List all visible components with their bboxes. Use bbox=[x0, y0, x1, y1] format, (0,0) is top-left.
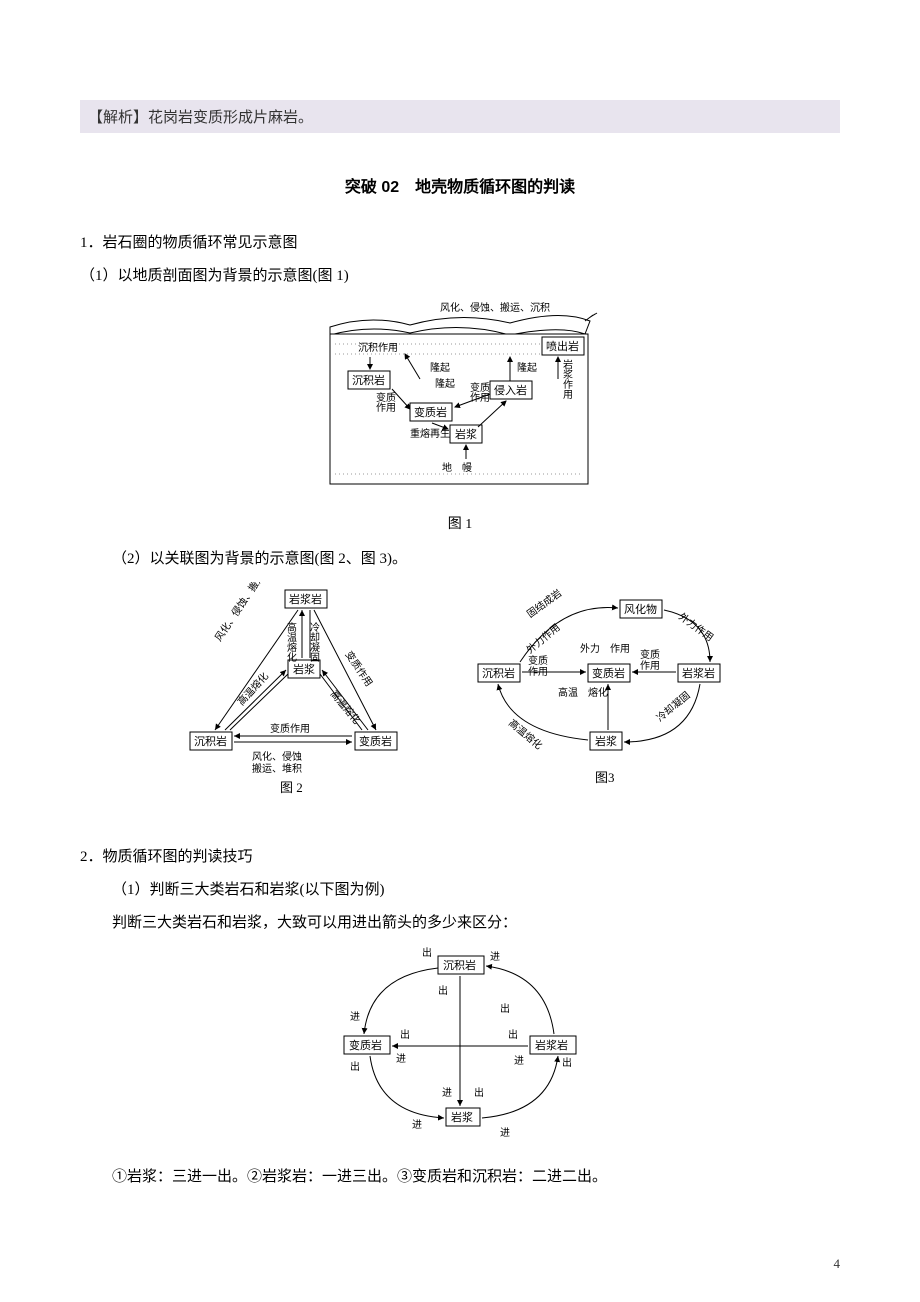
fig2-bzy: 变质岩 bbox=[359, 734, 392, 748]
fig3-caption: 图3 bbox=[595, 770, 615, 785]
fig1-lq2: 隆起 bbox=[435, 377, 455, 390]
fig4-out-8: 出 bbox=[474, 1086, 484, 1099]
fig1-lq: 隆起 bbox=[430, 361, 450, 374]
figure-1: 风化、侵蚀、搬运、沉积 沉积作用 喷出岩 沉积岩 隆起 隆起 隆起 侵入岩 bbox=[80, 299, 840, 533]
para-1: 1．岩石圈的物质循环常见示意图 bbox=[80, 227, 840, 260]
fig2-gwrh: 高温熔化 bbox=[285, 621, 297, 662]
fig3-wlzy2: 外力作用 bbox=[524, 621, 563, 657]
fig2-fh2a: 风化、侵蚀 bbox=[252, 750, 302, 763]
analysis-text: 【解析】花岗岩变质形成片麻岩。 bbox=[88, 110, 313, 126]
fig4-in-5: 进 bbox=[442, 1087, 452, 1099]
fig3-wlzy: 外力作用 bbox=[676, 610, 716, 644]
fig1-cjzy: 沉积作用 bbox=[358, 341, 398, 354]
fig1-top-label: 风化、侵蚀、搬运、沉积 bbox=[440, 301, 550, 314]
fig4-in-1: 进 bbox=[490, 951, 500, 963]
fig3-gjcy: 固结成岩 bbox=[524, 586, 564, 620]
fig2-fh: 风化、侵蚀、搬运、堆积 bbox=[212, 582, 284, 644]
fig4-yjy: 岩浆岩 bbox=[535, 1038, 568, 1052]
fig4-in-6: 进 bbox=[412, 1119, 422, 1131]
para-3: 2．物质循环图的判读技巧 bbox=[80, 841, 840, 874]
fig4-out-7: 出 bbox=[350, 1060, 360, 1073]
fig2-bz2: 变质作用 bbox=[270, 722, 310, 735]
fig1-lq3: 隆起 bbox=[517, 361, 537, 374]
fig1-cjy: 沉积岩 bbox=[352, 373, 385, 387]
para-3-2: 判断三大类岩石和岩浆，大致可以用进出箭头的多少来区分： bbox=[112, 907, 840, 940]
fig4-out-6: 出 bbox=[562, 1056, 572, 1069]
page-number: 4 bbox=[834, 1256, 841, 1272]
fig1-dm: 地 幔 bbox=[442, 461, 472, 474]
fig1-caption: 图 1 bbox=[80, 513, 840, 533]
fig4-in-4: 进 bbox=[514, 1055, 524, 1067]
fig4-in-7: 进 bbox=[500, 1127, 510, 1139]
fig4-bzy: 变质岩 bbox=[349, 1038, 382, 1052]
fig2-yj: 岩浆 bbox=[293, 662, 315, 676]
fig2-cjy: 沉积岩 bbox=[194, 734, 227, 748]
fig3-cjy: 沉积岩 bbox=[482, 666, 515, 680]
fig3-yj: 岩浆 bbox=[595, 734, 617, 748]
svg-text:作用: 作用 bbox=[376, 402, 396, 414]
fig2-caption: 图 2 bbox=[280, 780, 303, 795]
fig3-bz2a: 变质 bbox=[640, 648, 660, 661]
fig1-qry: 侵入岩 bbox=[494, 383, 527, 397]
section-title: 突破 02 地壳物质循环图的判读 bbox=[80, 173, 840, 197]
fig4-in-2: 进 bbox=[350, 1011, 360, 1023]
fig2-gwrh3: 高温熔化 bbox=[328, 688, 364, 727]
analysis-box: 【解析】花岗岩变质形成片麻岩。 bbox=[80, 100, 840, 133]
fig1-pcy: 喷出岩 bbox=[546, 339, 579, 353]
fig4-out-3: 出 bbox=[500, 1002, 510, 1015]
para-4: ①岩浆：三进一出。②岩浆岩：一进三出。③变质岩和沉积岩：二进二出。 bbox=[112, 1161, 840, 1194]
fig3-gwrh: 高温 熔化 bbox=[558, 686, 608, 699]
svg-text:作用: 作用 bbox=[640, 660, 660, 672]
fig4-out-4: 出 bbox=[400, 1028, 410, 1041]
figure-2-3-wrap: 岩浆岩 岩浆 沉积岩 变质岩 冷却凝固 高温熔化 风化、侵蚀、搬运、堆 bbox=[80, 582, 840, 807]
fig3-lqnd: 冷却凝固 bbox=[654, 689, 693, 725]
para-3-1: （1）判断三大类岩石和岩浆(以下图为例) bbox=[112, 874, 840, 907]
fig3-fhw: 风化物 bbox=[624, 602, 657, 616]
fig2-fh2b: 搬运、堆积 bbox=[252, 762, 302, 775]
fig1-yj: 岩浆 bbox=[455, 427, 477, 441]
fig2-lqnd: 冷却凝固 bbox=[308, 621, 320, 663]
fig4-in-3: 进 bbox=[396, 1053, 406, 1065]
fig3-wlzy3: 外力 作用 bbox=[580, 642, 630, 655]
fig4-cjy: 沉积岩 bbox=[443, 958, 476, 972]
fig3-bzy: 变质岩 bbox=[592, 666, 625, 680]
fig2-bz1: 变质作用 bbox=[343, 648, 376, 688]
fig1-crzs: 重熔再生 bbox=[410, 427, 450, 440]
fig1-yjzy1: 岩浆作用 bbox=[561, 358, 573, 400]
fig4-out-2: 出 bbox=[438, 984, 448, 997]
fig1-bzy: 变质岩 bbox=[414, 405, 447, 419]
fig3-yjy: 岩浆岩 bbox=[682, 666, 715, 680]
para-1-1: （1）以地质剖面图为背景的示意图(图 1) bbox=[80, 260, 840, 293]
fig4-out-5: 出 bbox=[508, 1028, 518, 1041]
fig3-bz1a: 变质 bbox=[528, 654, 548, 667]
fig4-yj: 岩浆 bbox=[451, 1110, 473, 1124]
figure-4: 沉积岩 岩浆岩 岩浆 变质岩 出 进 出 出 进 出 出 进 进 bbox=[80, 946, 840, 1151]
fig2-yjy: 岩浆岩 bbox=[289, 592, 322, 606]
para-2: （2）以关联图为背景的示意图(图 2、图 3)。 bbox=[112, 543, 840, 576]
fig4-out-1: 出 bbox=[422, 946, 432, 959]
svg-text:作用: 作用 bbox=[528, 666, 548, 678]
